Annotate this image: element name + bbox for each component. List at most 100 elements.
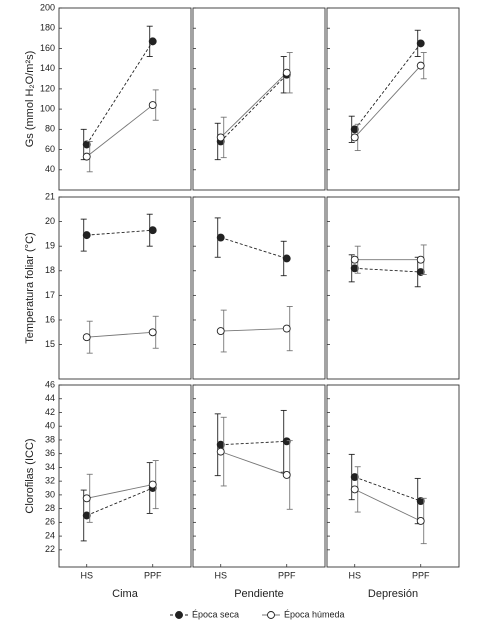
y-tick-label: 24 — [45, 530, 55, 540]
marker — [350, 125, 359, 134]
y-tick-label: 200 — [40, 2, 55, 12]
y-tick-label: 28 — [45, 503, 55, 513]
series-line — [354, 267, 421, 273]
y-tick-label: 16 — [45, 314, 55, 324]
marker — [350, 473, 359, 481]
series-line — [86, 229, 153, 236]
series-line — [86, 41, 154, 145]
marker — [82, 152, 91, 161]
marker — [148, 37, 157, 46]
marker — [148, 328, 157, 337]
panel-frame — [326, 7, 460, 191]
y-tick-label: 44 — [45, 393, 55, 403]
series-line — [354, 476, 421, 502]
x-tick-label: HS — [214, 570, 227, 580]
series-line — [220, 72, 288, 138]
column-label: Pendiente — [234, 588, 284, 600]
y-axis-label: Gs (mmol H₂O/m²s) — [24, 51, 36, 148]
marker — [216, 327, 225, 335]
marker — [216, 233, 225, 242]
y-tick-label: 42 — [45, 407, 55, 417]
marker — [82, 494, 91, 503]
marker — [416, 497, 425, 506]
legend-label: Época seca — [192, 609, 239, 619]
y-tick-label: 180 — [40, 23, 55, 33]
y-tick-label: 15 — [45, 339, 55, 349]
series-line — [354, 43, 422, 130]
y-tick-label: 22 — [45, 544, 55, 554]
series-line — [354, 65, 422, 138]
marker — [216, 133, 225, 142]
y-tick-label: 46 — [45, 379, 55, 389]
y-tick-label: 100 — [40, 103, 55, 113]
x-tick-label: PPF — [278, 570, 296, 580]
y-tick-label: 32 — [45, 476, 55, 486]
y-tick-label: 18 — [45, 265, 55, 275]
marker — [350, 264, 359, 273]
y-tick-label: 36 — [45, 448, 55, 458]
y-tick-label: 60 — [45, 144, 55, 154]
y-tick-label: 21 — [45, 191, 55, 201]
marker — [216, 447, 225, 456]
marker — [416, 39, 425, 48]
y-tick-label: 26 — [45, 517, 55, 527]
marker — [82, 511, 91, 520]
series-line — [220, 451, 287, 476]
marker — [148, 480, 157, 489]
series-line — [354, 488, 421, 522]
marker — [416, 255, 425, 264]
y-tick-label: 19 — [45, 241, 55, 251]
panel-frame — [192, 384, 326, 568]
marker — [282, 254, 291, 263]
marker — [350, 485, 359, 494]
marker — [282, 68, 291, 77]
column-label: Cima — [112, 588, 139, 600]
y-tick-label: 120 — [40, 83, 55, 93]
y-tick-label: 17 — [45, 290, 55, 300]
marker — [82, 140, 91, 149]
y-tick-label: 80 — [45, 124, 55, 134]
panel-frame — [326, 384, 460, 568]
y-tick-label: 30 — [45, 489, 55, 499]
legend-marker — [267, 611, 275, 619]
marker — [282, 437, 291, 446]
series-line — [86, 487, 153, 516]
marker — [416, 61, 425, 70]
y-tick-label: 40 — [45, 164, 55, 174]
panel-frame — [192, 7, 326, 191]
marker — [350, 133, 359, 142]
panel-frame — [58, 196, 192, 380]
marker — [148, 226, 157, 235]
panel-frame — [326, 196, 460, 380]
y-tick-label: 34 — [45, 462, 55, 472]
y-tick-label: 140 — [40, 63, 55, 73]
series-line — [86, 484, 153, 499]
x-tick-label: HS — [348, 570, 361, 580]
series-line — [86, 331, 153, 338]
series-line — [220, 74, 288, 142]
panel-frame — [192, 196, 326, 380]
series-line — [220, 237, 287, 259]
panel-frame — [58, 384, 192, 568]
marker — [82, 333, 91, 342]
marker — [282, 471, 291, 479]
column-label: Depresión — [368, 588, 418, 600]
marker — [216, 440, 225, 449]
series-line — [220, 440, 287, 446]
series-line — [86, 104, 153, 157]
y-tick-label: 160 — [40, 43, 55, 53]
panel-frame — [58, 7, 192, 191]
y-axis-label: Temperatura foliar (°C) — [24, 232, 36, 343]
legend-label: Época húmeda — [284, 609, 345, 619]
y-tick-label: 38 — [45, 434, 55, 444]
y-tick-label: 40 — [45, 421, 55, 431]
y-tick-label: 20 — [45, 216, 55, 226]
series-line — [220, 328, 287, 332]
marker — [148, 101, 157, 110]
x-tick-label: PPF — [412, 570, 430, 580]
marker — [350, 255, 359, 264]
x-tick-label: HS — [80, 570, 93, 580]
x-tick-label: PPF — [144, 570, 162, 580]
marker — [282, 324, 291, 333]
